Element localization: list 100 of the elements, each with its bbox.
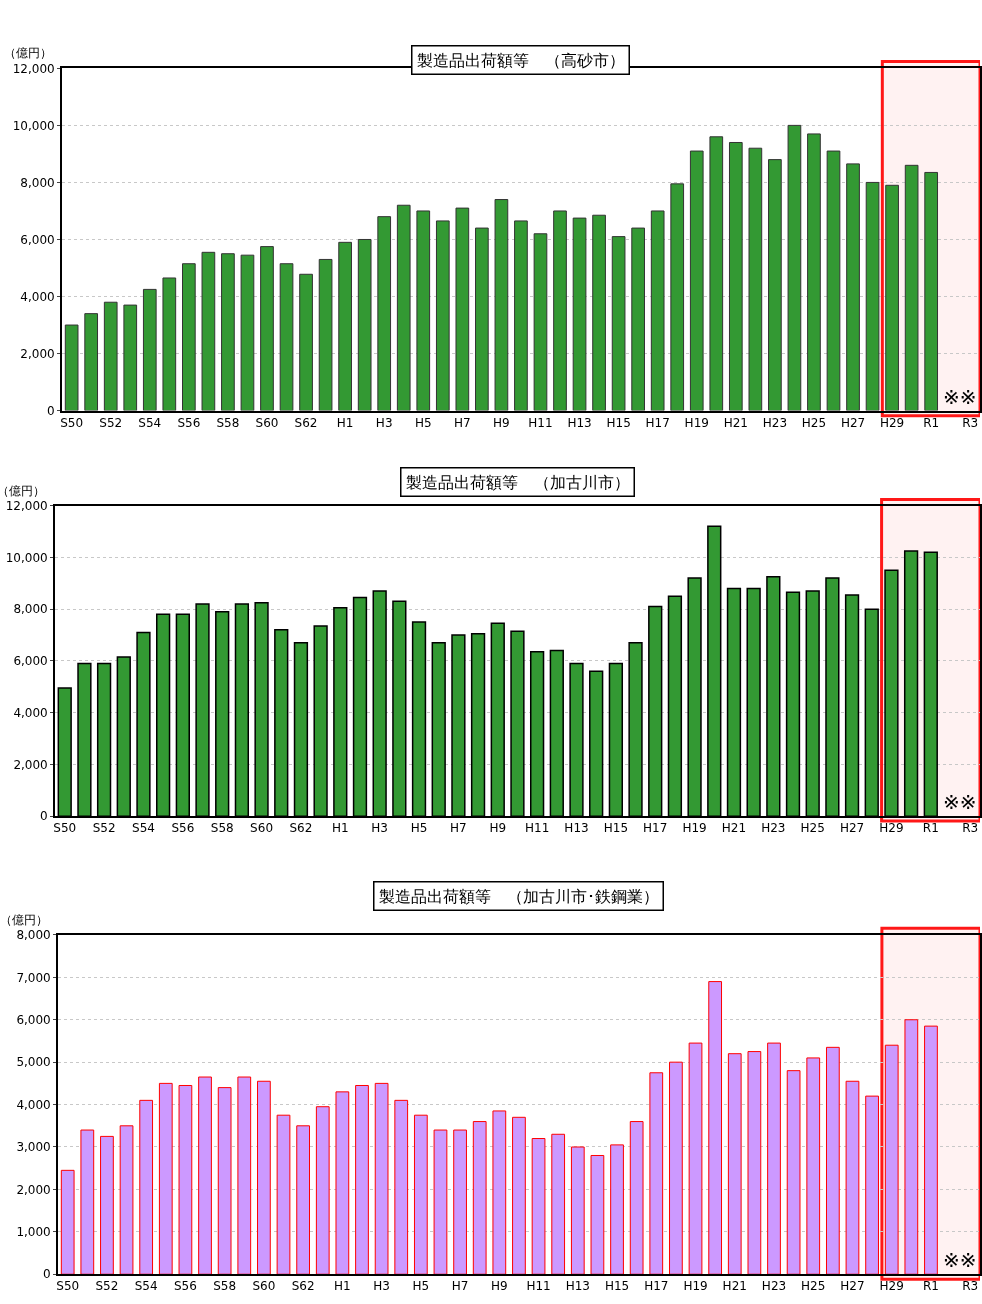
x-tick-label: H3 [371, 821, 388, 836]
y-tick-label: 3,000 [16, 1140, 51, 1155]
bar [315, 1106, 330, 1275]
bar [260, 246, 274, 411]
y-tick-label: 4,000 [20, 289, 55, 304]
y-tick-label: 6,000 [13, 654, 48, 669]
bar [904, 1019, 919, 1275]
bar [162, 277, 177, 411]
x-tick-label: H25 [800, 821, 825, 836]
y-tick-label: 10,000 [5, 550, 48, 565]
bar [201, 251, 216, 411]
chart-title: 製造品出荷額等 （加古川市･鉄鋼業） [378, 886, 659, 906]
chart-title: 製造品出荷額等 （加古川市） [405, 472, 630, 492]
bar [296, 1125, 311, 1275]
x-tick-label: H9 [493, 415, 510, 430]
annotation: ※※ [943, 1248, 977, 1272]
bar [592, 214, 606, 411]
x-tick-label: H7 [451, 1279, 469, 1294]
x-tick-label: H21 [723, 415, 748, 430]
bar [884, 1044, 899, 1275]
x-tick-label: S54 [134, 1279, 158, 1294]
y-axis-title: （億円） [4, 46, 52, 60]
bar [455, 207, 470, 411]
x-tick-label: H29 [879, 1279, 904, 1294]
x-tick-label: H29 [879, 415, 905, 430]
bar [826, 150, 841, 411]
bar [394, 1099, 409, 1275]
y-tick-label: 0 [43, 1267, 51, 1282]
bar [84, 313, 99, 411]
x-tick-label: H29 [879, 821, 904, 836]
y-tick-label: 2,000 [16, 1182, 51, 1197]
x-tick-label: S50 [60, 415, 84, 430]
bar [631, 227, 645, 411]
bar [158, 1082, 173, 1275]
x-tick-label: H17 [645, 415, 670, 430]
bar [318, 258, 333, 411]
bar [217, 1087, 232, 1275]
x-tick-label: H1 [336, 415, 354, 430]
bar [60, 1169, 75, 1275]
x-tick-label: S62 [294, 415, 318, 430]
bar [551, 1133, 566, 1275]
x-tick-label: S58 [210, 821, 234, 836]
bar [865, 181, 880, 411]
y-tick-label: 4,000 [13, 705, 48, 720]
x-tick-label: H13 [564, 821, 589, 836]
bar [904, 164, 919, 411]
x-tick-label: H3 [373, 1279, 390, 1294]
bar [453, 1129, 467, 1275]
x-tick-label: H5 [414, 415, 432, 430]
bar [80, 1129, 95, 1275]
x-tick-label: S54 [138, 415, 162, 430]
bar [807, 133, 821, 411]
y-tick-label: 8,000 [20, 175, 55, 190]
y-tick-label: 1,000 [16, 1225, 51, 1240]
x-tick-label: R3 [962, 1279, 979, 1294]
x-tick-label: H23 [761, 1279, 787, 1294]
x-tick-label: S50 [56, 1279, 80, 1294]
bar [512, 1116, 526, 1275]
x-tick-label: H25 [801, 1279, 826, 1294]
x-tick-label: H17 [644, 1279, 669, 1294]
x-tick-label: S50 [53, 821, 77, 836]
x-tick-label: H11 [528, 415, 553, 430]
bar [279, 263, 294, 411]
x-tick-label: H5 [412, 1279, 430, 1294]
x-tick-label: S58 [213, 1279, 237, 1294]
bar [374, 1082, 389, 1275]
bar [103, 301, 118, 411]
x-tick-label: S60 [252, 1279, 276, 1294]
y-tick-label: 5,000 [16, 1055, 51, 1070]
x-tick-label: H7 [454, 415, 471, 430]
y-tick-label: 8,000 [16, 928, 51, 943]
x-tick-label: H25 [801, 415, 827, 430]
x-tick-label: S52 [92, 821, 116, 836]
bar [649, 1072, 664, 1275]
bar [139, 1099, 154, 1275]
bar [123, 304, 138, 411]
x-tick-label: H17 [643, 821, 668, 836]
bar [433, 1129, 448, 1275]
x-tick-label: S56 [173, 1279, 197, 1294]
x-tick-label: S56 [177, 415, 201, 430]
bar [276, 1114, 291, 1275]
bar [669, 1061, 683, 1275]
x-tick-label: H9 [489, 821, 507, 836]
x-tick-label: H23 [761, 821, 786, 836]
bar [924, 1025, 938, 1275]
x-tick-label: H13 [565, 1279, 590, 1294]
bar [572, 217, 587, 411]
bar [629, 1121, 644, 1275]
bar [475, 227, 489, 411]
bar [865, 1095, 879, 1275]
x-tick-label: S56 [171, 821, 195, 836]
bar [355, 1085, 369, 1275]
bar [514, 220, 528, 411]
y-tick-label: 10,000 [12, 118, 55, 133]
bar [709, 136, 724, 411]
bar [299, 273, 313, 411]
y-tick-label: 6,000 [16, 1012, 51, 1027]
y-tick-label: 2,000 [20, 346, 55, 361]
bar [786, 1070, 801, 1275]
bar [221, 253, 235, 411]
